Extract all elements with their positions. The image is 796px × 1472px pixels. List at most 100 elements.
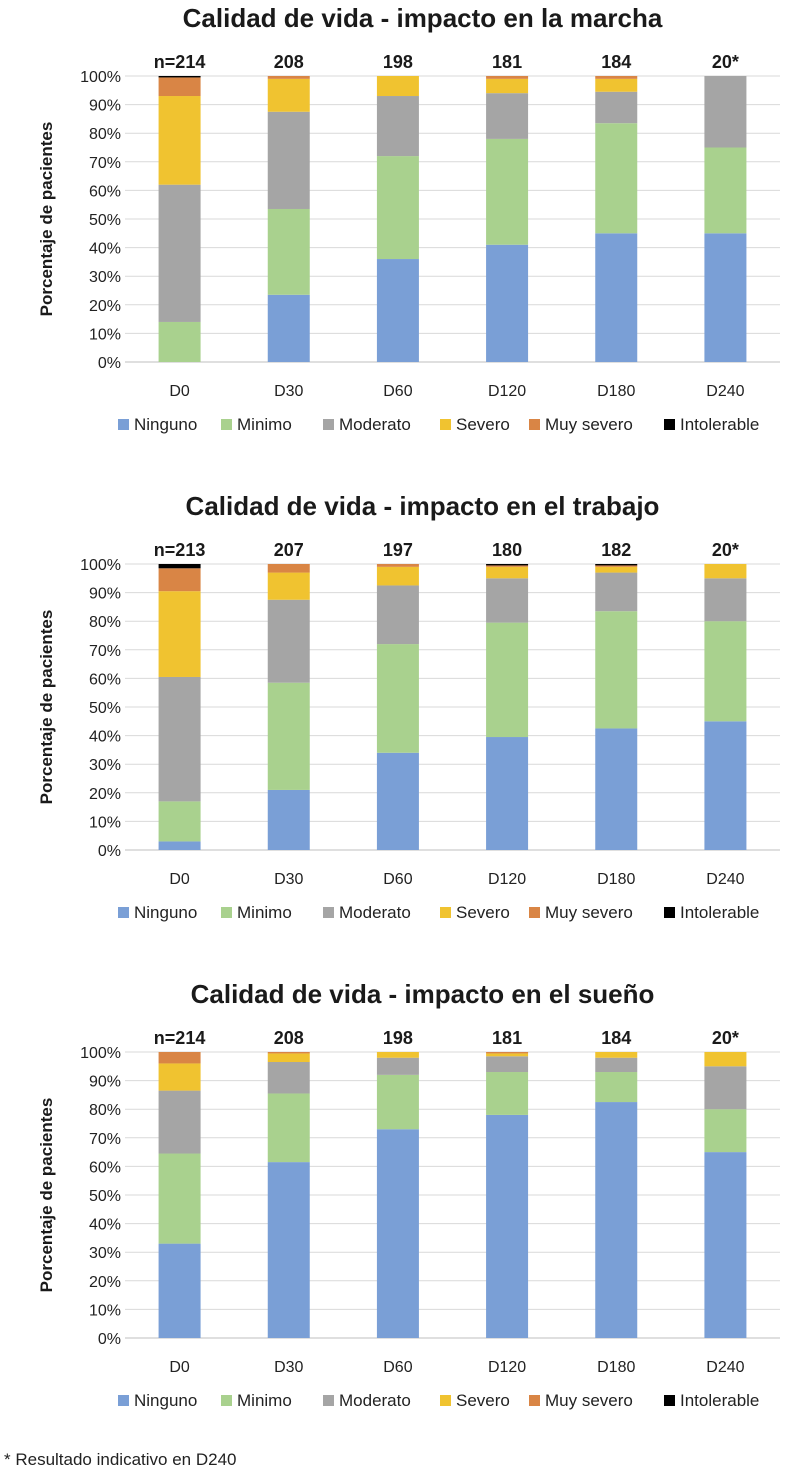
x-tick-label: D240 <box>706 871 744 888</box>
bar-segment-severo <box>267 572 310 600</box>
y-tick-label: 30% <box>89 757 121 774</box>
bar-segment-moderato <box>267 1062 310 1094</box>
x-tick-label: D30 <box>274 1359 303 1376</box>
y-tick-label: 80% <box>89 1102 121 1119</box>
y-tick-label: 60% <box>89 671 121 688</box>
bar-segment-muy-severo <box>376 564 419 567</box>
bar-segment-moderato <box>595 1057 638 1073</box>
y-tick-label: 90% <box>89 586 121 603</box>
legend-label: Moderato <box>339 415 411 434</box>
n-label: n=213 <box>154 540 206 560</box>
bar-segment-moderato <box>267 111 310 209</box>
bar-segment-muy-severo <box>267 1052 310 1054</box>
x-tick-label: D180 <box>597 383 635 400</box>
bar-segment-moderato <box>595 572 638 612</box>
legend-swatch-moderato <box>323 419 334 430</box>
bar-segment-severo <box>376 1052 419 1058</box>
y-tick-label: 0% <box>98 1331 121 1348</box>
bar-segment-intolerable <box>486 564 529 566</box>
n-label: 207 <box>274 540 304 560</box>
y-tick-label: 90% <box>89 98 121 115</box>
legend-swatch-moderato <box>323 907 334 918</box>
bar-segment-severo <box>376 76 419 97</box>
bar-segment-moderato <box>267 599 310 683</box>
y-axis-label: Porcentaje de pacientes <box>37 1098 56 1293</box>
x-tick-label: D30 <box>274 383 303 400</box>
x-tick-label: D0 <box>169 871 190 888</box>
bar-segment-muy-severo <box>486 565 529 567</box>
legend-label: Severo <box>456 415 510 434</box>
bar-segment-muy-severo <box>267 76 310 79</box>
bar-segment-moderato <box>158 676 201 802</box>
bar-segment-ninguno <box>158 1243 201 1338</box>
y-tick-label: 60% <box>89 1159 121 1176</box>
x-tick-label: D180 <box>597 871 635 888</box>
chart-sueno-svg: Calidad de vida - impacto en el sueño Por… <box>37 979 780 1410</box>
bar-segment-ninguno <box>704 721 747 850</box>
legend-swatch-intolerable <box>664 1395 675 1406</box>
bar-segment-severo <box>595 78 638 92</box>
n-label: 181 <box>492 1028 522 1048</box>
bar-segment-ninguno <box>267 1162 310 1338</box>
legend-label: Intolerable <box>680 903 759 922</box>
y-tick-label: 60% <box>89 183 121 200</box>
legend-label: Severo <box>456 1391 510 1410</box>
bar-segment-ninguno <box>486 244 529 362</box>
bar-segment-minimo <box>267 682 310 790</box>
n-label: 181 <box>492 52 522 72</box>
legend-swatch-muy-severo <box>529 419 540 430</box>
bar-segment-moderato <box>486 93 529 139</box>
x-tick-label: D120 <box>488 1359 526 1376</box>
legend-label: Ninguno <box>134 415 197 434</box>
bar-segment-moderato <box>376 96 419 157</box>
bar-segment-moderato <box>704 578 747 622</box>
x-tick-label: D0 <box>169 383 190 400</box>
legend-swatch-moderato <box>323 1395 334 1406</box>
bar-segment-ninguno <box>595 728 638 850</box>
bar-segment-minimo <box>376 644 419 753</box>
bar-segment-ninguno <box>486 737 529 850</box>
y-tick-label: 0% <box>98 843 121 860</box>
legend-swatch-severo <box>440 1395 451 1406</box>
bar-segment-moderato <box>486 578 529 623</box>
legend-label: Intolerable <box>680 415 759 434</box>
bar-segment-moderato <box>704 1066 747 1110</box>
y-tick-label: 70% <box>89 643 121 660</box>
n-label: 197 <box>383 540 413 560</box>
chart-trabajo: Calidad de vida - impacto en el trabajo P… <box>0 488 796 958</box>
y-tick-label: 50% <box>89 700 121 717</box>
legend-swatch-ninguno <box>118 1395 129 1406</box>
legend-label: Muy severo <box>545 415 633 434</box>
n-label: 198 <box>383 1028 413 1048</box>
x-tick-label: D60 <box>383 383 412 400</box>
legend-swatch-severo <box>440 907 451 918</box>
legend-swatch-muy-severo <box>529 907 540 918</box>
bar-segment-severo <box>267 78 310 112</box>
bar-segment-minimo <box>158 1153 201 1244</box>
chart-sueno: Calidad de vida - impacto en el sueño Por… <box>0 976 796 1446</box>
bar-segment-minimo <box>158 801 201 842</box>
bar-segment-severo <box>704 564 747 579</box>
bar-segment-ninguno <box>376 752 419 850</box>
bar-segment-minimo <box>486 1072 529 1115</box>
bar-segment-moderato <box>158 1090 201 1154</box>
y-axis-label: Porcentaje de pacientes <box>37 610 56 805</box>
bar-segment-minimo <box>704 1109 747 1153</box>
bar-segment-severo <box>595 1052 638 1058</box>
y-tick-label: 80% <box>89 614 121 631</box>
bar-segment-severo <box>486 1053 529 1057</box>
bar-segment-severo <box>376 566 419 586</box>
bar-segment-intolerable <box>158 76 201 78</box>
chart-title: Calidad de vida - impacto en el sueño <box>191 979 655 1009</box>
bar-segment-severo <box>267 1053 310 1063</box>
legend-label: Muy severo <box>545 1391 633 1410</box>
bar-segment-minimo <box>267 1093 310 1163</box>
y-tick-label: 80% <box>89 126 121 143</box>
legend-label: Severo <box>456 903 510 922</box>
legend-swatch-ninguno <box>118 419 129 430</box>
n-label: 208 <box>274 52 304 72</box>
bar-segment-ninguno <box>595 233 638 362</box>
legend-label: Muy severo <box>545 903 633 922</box>
y-tick-label: 100% <box>80 69 121 86</box>
n-label: n=214 <box>154 1028 206 1048</box>
